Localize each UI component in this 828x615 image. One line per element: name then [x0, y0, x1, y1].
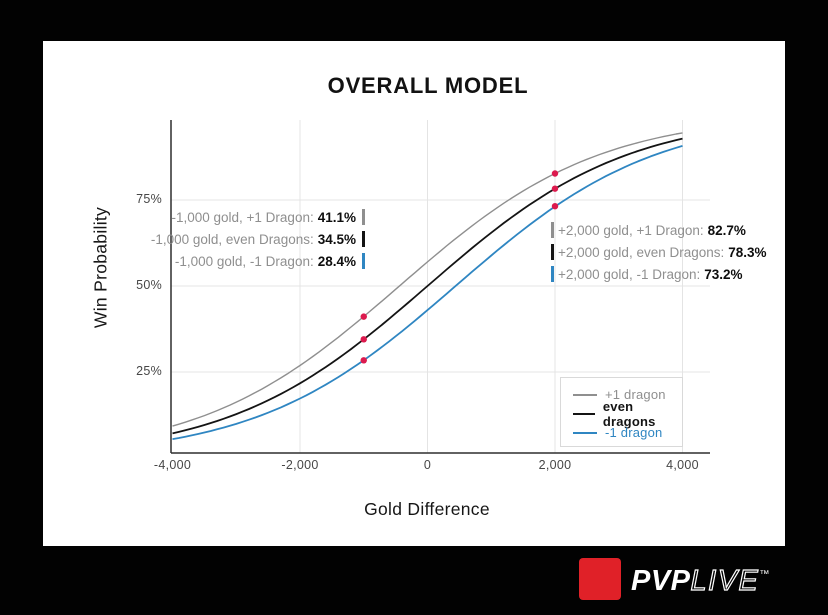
chart-card: OVERALL MODEL Gold Difference Win Probab…: [43, 41, 785, 546]
pvplive-logo-svg: PVPLIVE™: [579, 558, 769, 600]
marker-dot: [360, 357, 367, 364]
brand-pvp: PVP: [631, 565, 691, 597]
curve--1-dragon: [172, 132, 683, 427]
pvplive-logo: PVPLIVE™: [579, 557, 794, 608]
marker-dot: [551, 202, 559, 210]
marker-dot: [360, 336, 367, 343]
brand-wordmark: PVPLIVE™: [631, 565, 769, 597]
marker-dot: [360, 313, 367, 320]
curve-even-dragons: [172, 137, 683, 435]
chart-svg: [170, 120, 710, 454]
curve--1-dragon: [172, 145, 683, 440]
brand-live: LIVE: [691, 565, 760, 597]
marker-dot: [551, 185, 559, 192]
brand-trademark: ™: [759, 569, 769, 580]
marker-dot: [551, 170, 559, 177]
spartan-helmet-icon: [579, 558, 621, 600]
